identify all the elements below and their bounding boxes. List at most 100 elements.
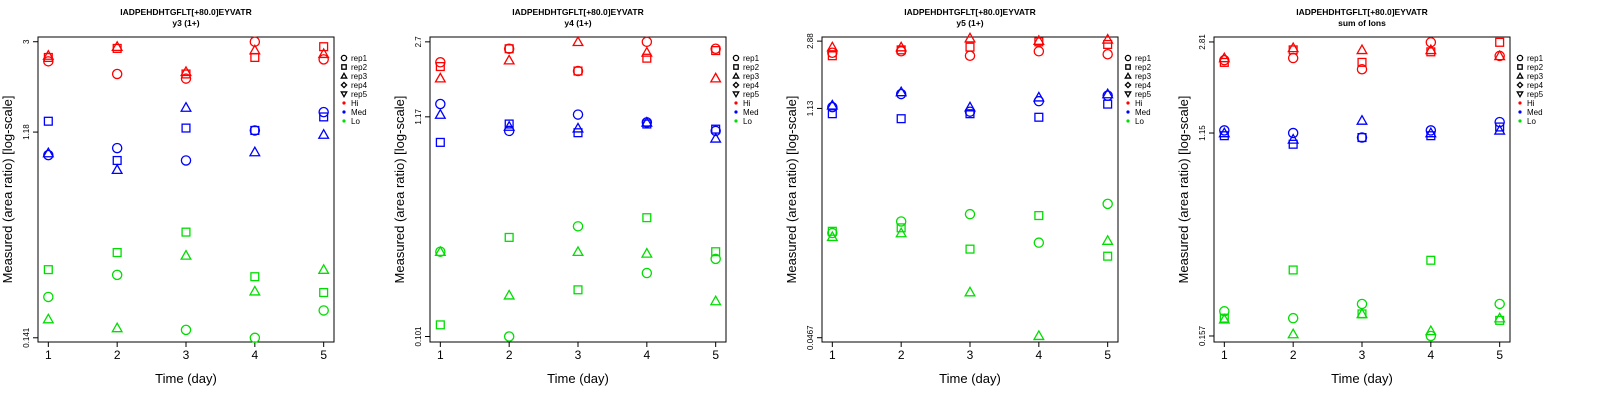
x-tick-label: 2 <box>1290 348 1297 362</box>
legend-label-med: Med <box>1527 108 1543 117</box>
legend-label-rep1: rep1 <box>351 54 368 63</box>
x-tick-label: 5 <box>1104 348 1111 362</box>
data-point-hi-rep3 <box>434 72 447 83</box>
data-point-med-rep3 <box>434 108 447 119</box>
data-point-hi-rep1 <box>1287 52 1299 64</box>
data-point-hi-rep1 <box>43 56 54 67</box>
data-point-lo-rep3 <box>1032 329 1045 341</box>
data-point-med-rep2 <box>1103 99 1113 109</box>
chart-title: IADPEHDHTGFLT[+80.0]EYVATR <box>904 7 1036 17</box>
data-point-hi-rep2 <box>1357 57 1367 67</box>
data-point-lo-rep2 <box>112 248 122 258</box>
legend-label-hi: Hi <box>1527 99 1535 108</box>
x-tick-label: 2 <box>898 348 905 362</box>
legend-dot-med <box>734 110 738 114</box>
x-tick-label: 5 <box>1496 348 1503 362</box>
data-point-hi-rep1 <box>964 50 976 62</box>
y-tick-label: 3 <box>22 39 31 44</box>
legend-label-rep3: rep3 <box>1527 72 1544 81</box>
data-point-lo-rep1 <box>1102 198 1113 210</box>
y-tick-label: 1.17 <box>414 109 423 125</box>
legend-dot-lo <box>734 119 738 123</box>
legend-label-rep5: rep5 <box>743 90 760 99</box>
data-point-lo-rep1 <box>1287 312 1299 324</box>
data-point-med-rep3 <box>1287 133 1300 144</box>
y-axis-label: Measured (area ratio) [log-scale] <box>1176 96 1191 284</box>
y-axis-label: Measured (area ratio) [log-scale] <box>0 96 15 284</box>
plot-frame <box>1213 36 1511 343</box>
x-tick-label: 1 <box>1221 348 1228 362</box>
data-point-lo-rep3 <box>1493 312 1506 323</box>
data-point-hi-rep1 <box>503 43 515 54</box>
data-point-lo-rep1 <box>43 291 54 303</box>
data-point-lo-rep3 <box>964 285 976 297</box>
legend-label-hi: Hi <box>743 99 751 108</box>
legend-label-rep2: rep2 <box>743 63 760 72</box>
data-point-med-rep2 <box>319 112 329 122</box>
data-point-med-rep3 <box>1493 124 1506 135</box>
data-point-hi-rep2 <box>319 42 329 52</box>
legend-marker-rep5 <box>340 91 348 99</box>
legend-dot-lo <box>1518 119 1522 123</box>
data-point-lo-rep3 <box>180 249 192 260</box>
legend-marker-rep2 <box>1517 64 1523 70</box>
data-point-lo-rep1 <box>1356 298 1368 310</box>
data-point-hi-rep3 <box>1101 33 1114 44</box>
legend-dot-hi <box>734 101 738 105</box>
legend-label-rep4: rep4 <box>1135 81 1152 90</box>
data-point-med-rep1 <box>572 109 584 120</box>
legend-marker-rep2 <box>733 64 739 70</box>
data-point-hi-rep2 <box>1495 37 1505 47</box>
data-point-lo-rep3 <box>248 285 261 296</box>
data-point-lo-rep1 <box>964 208 976 220</box>
data-point-hi-rep3 <box>1218 51 1231 63</box>
data-point-hi-rep3 <box>1493 49 1506 61</box>
data-point-med-rep1 <box>1219 125 1230 136</box>
data-point-lo-rep3 <box>572 245 584 257</box>
legend-label-hi: Hi <box>1135 99 1143 108</box>
data-point-med-rep3 <box>248 145 261 157</box>
chart-subtitle: y5 (1+) <box>956 18 983 28</box>
data-point-hi-rep3 <box>964 32 976 43</box>
legend-label-rep1: rep1 <box>1527 54 1544 63</box>
x-tick-label: 4 <box>1035 348 1042 362</box>
data-point-lo-rep1 <box>111 269 123 281</box>
data-point-med-rep2 <box>250 125 260 136</box>
x-tick-label: 1 <box>45 348 52 362</box>
chart-subtitle: y4 (1+) <box>564 18 591 28</box>
data-point-lo-rep1 <box>249 332 261 344</box>
legend-label-med: Med <box>351 108 367 117</box>
chart-title: IADPEHDHTGFLT[+80.0]EYVATR <box>120 7 252 17</box>
data-point-hi-rep3 <box>895 40 908 52</box>
legend-label-rep2: rep2 <box>351 63 368 72</box>
y-tick-label: 0.141 <box>22 327 31 348</box>
data-point-med-rep1 <box>503 125 515 137</box>
data-point-med-rep3 <box>1218 126 1231 138</box>
legend-label-med: Med <box>743 108 759 117</box>
data-point-hi-rep3 <box>180 65 192 77</box>
y-tick-label: 0.157 <box>1198 325 1207 346</box>
data-point-lo-rep2 <box>43 265 53 275</box>
legend-label-rep4: rep4 <box>743 81 760 90</box>
data-point-lo-rep3 <box>42 312 55 324</box>
data-point-lo-rep3 <box>317 263 330 274</box>
data-point-med-rep3 <box>640 116 653 127</box>
data-point-lo-rep2 <box>1034 211 1044 221</box>
x-tick-label: 1 <box>437 348 444 362</box>
data-point-hi-rep3 <box>1356 43 1368 55</box>
data-point-med-rep2 <box>435 137 445 147</box>
data-point-hi-rep1 <box>435 57 446 68</box>
data-point-med-rep1 <box>710 125 721 137</box>
legend-dot-lo <box>1126 119 1130 123</box>
legend-marker-rep5 <box>732 91 740 99</box>
x-tick-label: 1 <box>829 348 836 362</box>
data-point-hi-rep3 <box>1424 43 1437 55</box>
data-point-med-rep3 <box>317 128 330 139</box>
data-point-hi-rep3 <box>317 47 330 59</box>
data-point-med-rep2 <box>896 114 906 124</box>
data-point-med-rep1 <box>435 98 446 110</box>
legend-marker-rep4 <box>1516 81 1524 89</box>
